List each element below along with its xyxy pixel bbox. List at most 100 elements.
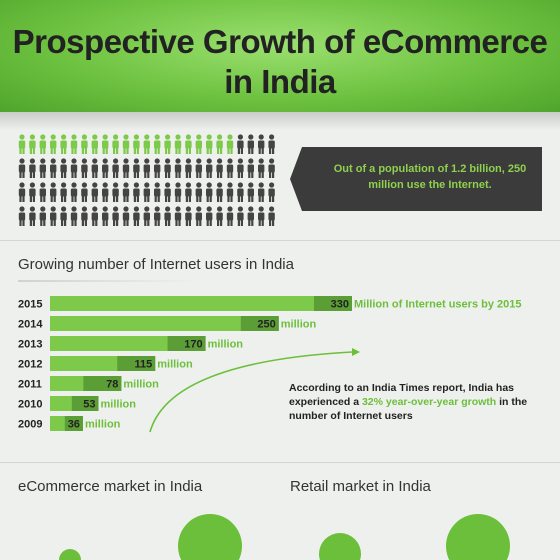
person-icon [112, 206, 119, 226]
header-banner: Prospective Growth of eCommerce in India [0, 0, 560, 112]
bar-value-cap [71, 396, 99, 411]
year-tick-label: 2012 [18, 359, 42, 371]
person-icon [185, 182, 192, 202]
person-icon [29, 206, 36, 226]
person-icon [50, 182, 57, 202]
person-icon [70, 134, 78, 154]
person-icon [174, 206, 182, 226]
person-icon [143, 182, 150, 202]
person-icon [237, 134, 244, 154]
person-icon [226, 158, 234, 178]
person-icon [81, 182, 88, 202]
person-icon [237, 182, 244, 202]
person-icon [91, 206, 98, 226]
callout-arrow-shape [290, 147, 542, 211]
person-icon [102, 206, 109, 226]
person-icon [206, 158, 213, 178]
bar-value-label: 36 [68, 419, 80, 431]
person-icon [216, 182, 223, 202]
person-icon [50, 158, 57, 178]
person-icon [39, 158, 46, 178]
retail-title: Retail market in India [290, 478, 431, 495]
person-icon [154, 158, 161, 178]
person-icon [247, 134, 254, 154]
annotation-prefix: According to an India Times report, Indi… [289, 382, 515, 408]
year-tick-label: 2013 [18, 339, 42, 351]
ecommerce-title: eCommerce market in India [18, 478, 203, 495]
person-icon [143, 134, 150, 154]
person-icon [18, 134, 26, 154]
market-circles [59, 514, 510, 560]
person-icon [81, 206, 88, 226]
person-icon [29, 182, 36, 202]
person-icon [195, 134, 202, 154]
bar-value-label: 78 [106, 379, 118, 391]
bar-value-cap [64, 416, 83, 431]
bar-unit-label: million [208, 339, 244, 351]
person-icon [195, 206, 202, 226]
person-icon [258, 182, 265, 202]
growth-arrow-head [352, 348, 360, 356]
person-icon [133, 182, 140, 202]
person-icon [122, 206, 130, 226]
bar-value-label: 53 [83, 399, 95, 411]
annotation-highlight: 32% year-over-year growth [361, 396, 497, 408]
person-icon [39, 134, 46, 154]
bar [50, 336, 206, 351]
people-grid [18, 134, 275, 226]
person-icon [133, 206, 140, 226]
person-icon [122, 134, 130, 154]
title-underline [18, 280, 198, 282]
person-icon [91, 134, 98, 154]
person-icon [154, 206, 161, 226]
person-icon [81, 158, 88, 178]
person-icon [258, 158, 265, 178]
person-icon [112, 158, 119, 178]
bar [50, 296, 352, 311]
bar-unit-label: million [123, 379, 159, 391]
retail-circle-large [446, 514, 510, 560]
person-icon [164, 182, 171, 202]
bar-unit-label: Million of Internet users by 2015 [354, 299, 522, 311]
bar-value-label: 170 [184, 339, 202, 351]
page-title: Prospective Growth of eCommerce in India [12, 23, 548, 100]
person-icon [50, 206, 57, 226]
person-icon [268, 206, 275, 226]
growth-arrow [149, 351, 353, 433]
person-icon [102, 182, 109, 202]
person-icon [268, 158, 275, 178]
person-icon [102, 134, 109, 154]
bar-value-cap [83, 376, 122, 391]
retail-circle-small [319, 533, 361, 560]
person-icon [216, 158, 223, 178]
bar-unit-label: million [85, 419, 121, 431]
person-icon [102, 158, 109, 178]
person-icon [143, 206, 150, 226]
person-icon [237, 206, 244, 226]
person-icon [206, 134, 213, 154]
person-icon [50, 134, 57, 154]
person-icon [81, 134, 88, 154]
person-icon [112, 134, 119, 154]
person-icon [268, 182, 275, 202]
person-icon [226, 182, 234, 202]
person-icon [216, 134, 223, 154]
year-tick-label: 2010 [18, 399, 42, 411]
year-tick-label: 2011 [18, 379, 42, 391]
person-icon [268, 134, 275, 154]
person-icon [70, 182, 78, 202]
person-icon [174, 134, 182, 154]
divider [0, 240, 560, 241]
person-icon [18, 158, 26, 178]
person-icon [143, 158, 150, 178]
person-icon [91, 158, 98, 178]
users-bar-chart: 2015 330 Million of Internet users by 2015… [18, 296, 522, 433]
person-icon [258, 206, 265, 226]
person-icon [154, 182, 161, 202]
person-icon [60, 158, 67, 178]
person-icon [258, 134, 265, 154]
person-icon [39, 206, 46, 226]
person-icon [226, 134, 234, 154]
person-icon [18, 206, 26, 226]
users-section-title: Growing number of Internet users in Indi… [18, 256, 294, 273]
